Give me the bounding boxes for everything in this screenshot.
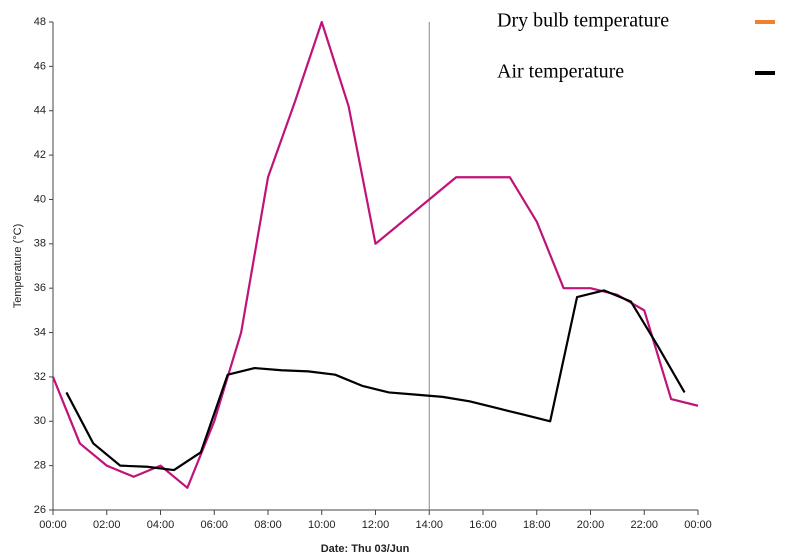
- x-tick-label: 14:00: [415, 519, 443, 531]
- x-tick-label: 18:00: [523, 519, 551, 531]
- x-tick-label: 02:00: [93, 519, 121, 531]
- x-tick-label: 10:00: [308, 519, 336, 531]
- y-tick-label: 46: [34, 60, 46, 72]
- x-tick-label: 06:00: [200, 519, 228, 531]
- legend-label: Dry bulb temperature: [497, 10, 669, 32]
- x-tick-label: 00:00: [684, 519, 712, 531]
- y-tick-label: 38: [34, 238, 46, 250]
- y-tick-label: 28: [34, 460, 46, 472]
- x-tick-label: 08:00: [254, 519, 282, 531]
- y-tick-label: 30: [34, 415, 46, 427]
- x-tick-label: 22:00: [630, 519, 658, 531]
- y-tick-label: 44: [34, 105, 46, 117]
- x-tick-label: 12:00: [362, 519, 390, 531]
- y-tick-label: 48: [34, 16, 46, 28]
- y-tick-label: 34: [34, 326, 46, 338]
- y-axis-label: Temperature (°C): [12, 224, 24, 308]
- x-tick-label: 04:00: [147, 519, 175, 531]
- x-axis-label: Date: Thu 03/Jun: [321, 543, 410, 555]
- legend-label: Air temperature: [497, 61, 624, 83]
- series-line: [65, 289, 686, 472]
- y-tick-label: 36: [34, 282, 46, 294]
- x-tick-label: 20:00: [577, 519, 605, 531]
- series-line: [51, 20, 699, 489]
- x-tick-label: 00:00: [39, 519, 67, 531]
- x-tick-label: 16:00: [469, 519, 497, 531]
- y-tick-label: 26: [34, 504, 46, 516]
- y-tick-label: 32: [34, 371, 46, 383]
- y-tick-label: 40: [34, 193, 46, 205]
- y-tick-label: 42: [34, 149, 46, 161]
